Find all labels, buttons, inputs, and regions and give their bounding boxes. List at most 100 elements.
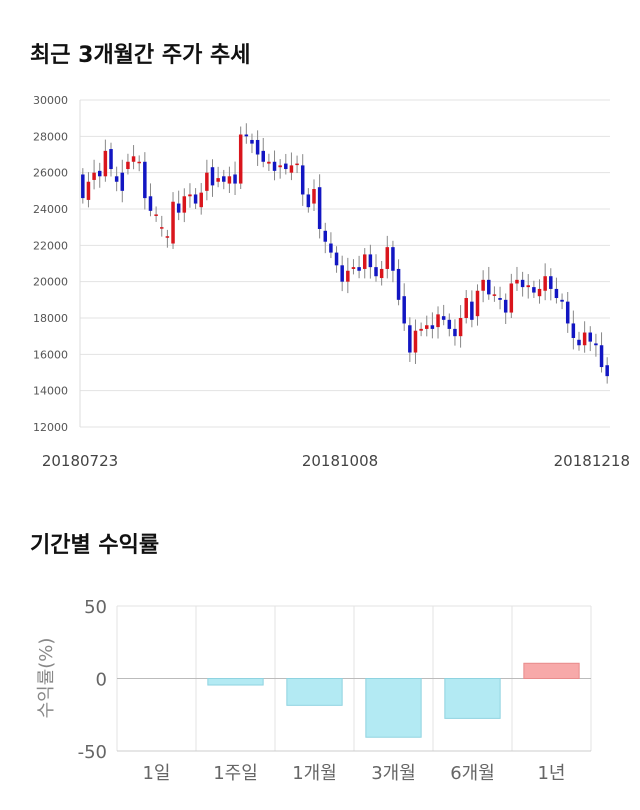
candle-body-down	[605, 365, 609, 377]
candle	[323, 222, 328, 254]
candle-body-up	[458, 318, 463, 337]
candle-body-up	[126, 161, 130, 170]
candle	[312, 179, 316, 211]
candle-body-up	[475, 290, 480, 317]
candle	[154, 206, 158, 222]
candle	[605, 357, 609, 384]
candle-body-up	[425, 325, 429, 329]
candle	[289, 152, 294, 181]
candle	[250, 133, 254, 154]
y-tick-label: 14000	[33, 385, 68, 398]
candle	[81, 168, 85, 204]
candle-body-up	[103, 150, 108, 177]
candle	[120, 159, 125, 203]
candle	[391, 240, 395, 283]
candle-body-down	[396, 268, 401, 300]
candle-body-up	[86, 181, 91, 200]
candle-body-down	[250, 139, 254, 144]
candle-body-up	[131, 156, 136, 162]
y-tick-label: 16000	[33, 348, 68, 361]
candle	[137, 155, 141, 172]
y-tick-label: 20000	[33, 276, 68, 289]
candle	[503, 293, 508, 324]
candle	[470, 290, 474, 328]
candle-body-down	[120, 172, 125, 191]
y-tick-label: 22000	[33, 239, 68, 252]
candle	[374, 254, 378, 282]
candle	[588, 326, 593, 352]
candle-body-down	[233, 174, 237, 184]
candle	[425, 315, 429, 337]
y-axis-title: 수익률(%)	[36, 638, 57, 719]
candle-body-up	[464, 298, 468, 318]
candle-body-down	[357, 267, 361, 271]
candle	[571, 310, 576, 350]
candle	[464, 290, 468, 324]
y-tick-label: 50	[84, 597, 107, 618]
candle	[385, 235, 390, 279]
candle	[430, 312, 435, 339]
candle-body-down	[588, 332, 593, 342]
candle-body-up	[160, 227, 164, 229]
candle	[543, 263, 547, 301]
candle	[368, 244, 373, 279]
candle-body-down	[447, 319, 452, 329]
y-tick-label: 0	[96, 670, 107, 691]
candle-body-up	[526, 285, 530, 288]
candle	[255, 130, 260, 166]
candle-body-up	[413, 330, 418, 353]
candle-body-up	[362, 254, 367, 269]
candle-body-down	[487, 279, 491, 295]
candle	[357, 255, 361, 279]
candle-body-down	[323, 230, 328, 242]
candle	[86, 172, 91, 208]
x-category-label: 1주일	[213, 763, 258, 784]
candle	[109, 142, 113, 177]
candle	[402, 283, 406, 331]
candle	[346, 257, 350, 294]
candle-body-down	[244, 134, 249, 137]
candle	[284, 153, 288, 175]
candle	[340, 255, 344, 292]
candle-body-down	[453, 328, 457, 337]
candle-body-up	[312, 189, 316, 204]
candle	[261, 137, 265, 168]
candle-body-down	[560, 299, 564, 302]
candle-body-up	[492, 294, 497, 296]
candle-body-down	[470, 301, 474, 320]
candle-body-up	[92, 172, 96, 180]
candle-body-down	[272, 161, 277, 171]
candle	[379, 260, 384, 286]
return-bar	[286, 678, 343, 706]
candle-body-up	[165, 236, 170, 238]
x-tick-label: 20181218	[554, 452, 630, 470]
candle-body-up	[205, 172, 209, 191]
candle	[549, 268, 553, 301]
candle-body-down	[594, 343, 598, 346]
candle	[193, 188, 198, 209]
candle	[272, 150, 277, 181]
return-bar	[523, 662, 580, 680]
candlestick-chart: 30000 28000 26000 24000 22000 20000 18000 16000…	[33, 94, 630, 470]
candle	[408, 317, 412, 362]
x-tick-label: 20181008	[302, 452, 378, 470]
candle-body-down	[408, 325, 412, 353]
return-bar	[444, 678, 501, 719]
candle	[565, 292, 570, 333]
candle-body-down	[222, 176, 226, 182]
y-tick-label: 26000	[33, 167, 68, 180]
candle	[436, 306, 440, 339]
candle	[97, 162, 102, 188]
x-category-label: 3개월	[371, 763, 416, 784]
candle	[362, 248, 367, 279]
period-returns-title: 기간별 수익률	[30, 533, 160, 558]
candle	[582, 321, 587, 353]
candle	[182, 188, 187, 223]
return-bar	[365, 678, 422, 738]
candle	[475, 284, 480, 326]
candle	[396, 259, 401, 306]
candle-body-up	[171, 201, 175, 244]
candle	[419, 322, 423, 337]
candle-body-up	[379, 268, 384, 279]
candle-body-up	[481, 279, 485, 291]
